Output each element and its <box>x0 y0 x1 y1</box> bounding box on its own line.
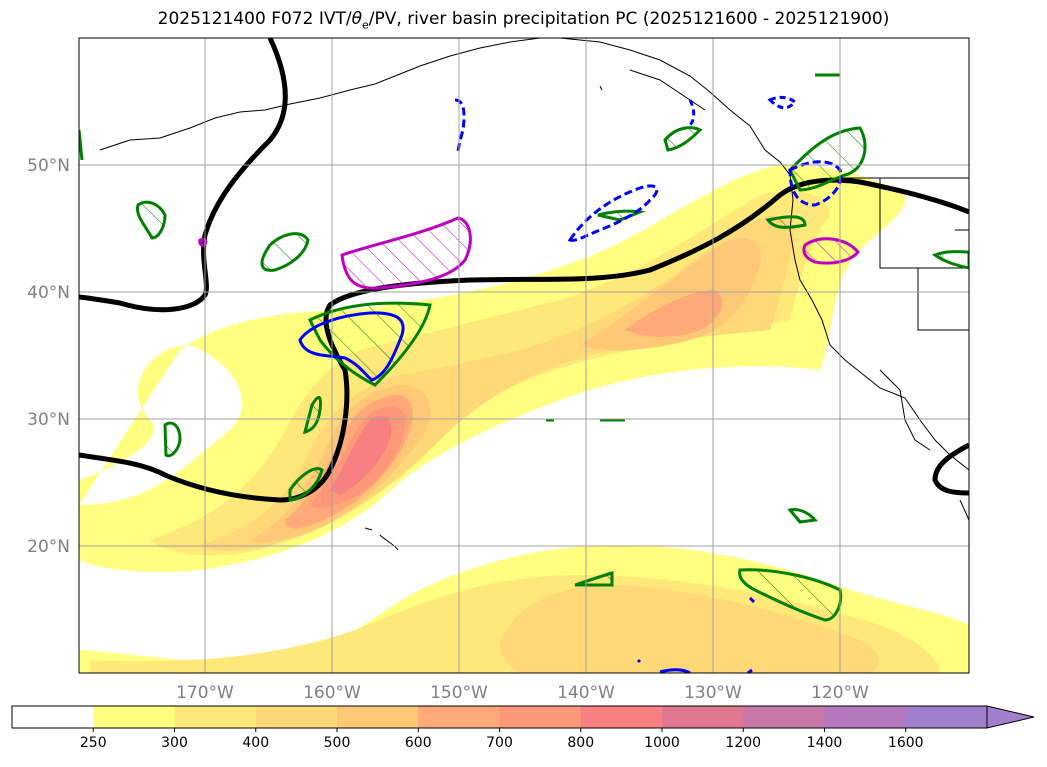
ivt-band-800 <box>330 416 392 495</box>
colorbar-swatch <box>662 706 744 728</box>
colorbar-tick-label: 700 <box>486 735 513 751</box>
lat-label-40: 40°N <box>27 283 70 303</box>
colorbar-tick-label: 1600 <box>888 735 924 751</box>
precip-magenta-contours <box>198 216 860 290</box>
title-prefix: 2025121400 F072 IVT/ <box>157 9 352 29</box>
colorbar-swatch <box>255 706 338 728</box>
colorbar-swatch <box>418 706 500 728</box>
colorbar-tick-label: 600 <box>405 735 432 751</box>
colorbar-swatch <box>337 706 419 728</box>
title-theta-sub: e <box>362 18 369 32</box>
lon-label-170w: 170°W <box>176 683 234 703</box>
lon-label-160w: 160°W <box>303 683 361 703</box>
colorbar-tick-label: 1400 <box>807 735 843 751</box>
ivt-band-400-south <box>499 585 879 673</box>
map-frame <box>78 37 970 674</box>
title-theta: θ <box>351 9 362 29</box>
lon-label-120w: 120°W <box>811 683 869 703</box>
colorbar: 250 300 400 500 600 700 800 1000 1200 1400 1600 <box>11 705 1035 751</box>
colorbar-tick-label: 1000 <box>644 735 680 751</box>
colorbar-swatch <box>499 706 582 728</box>
colorbar-swatch <box>905 706 988 728</box>
colorbar-tick-label: 800 <box>567 735 594 751</box>
map-gridlines <box>79 38 969 673</box>
lon-label-140w: 140°W <box>557 683 615 703</box>
lat-label-30: 30°N <box>27 410 70 430</box>
colorbar-tick-label: 1200 <box>725 735 761 751</box>
colorbar-tick-label: 250 <box>80 735 107 751</box>
map-title: 2025121400 F072 IVT/θe/PV, river basin p… <box>0 9 1047 31</box>
colorbar-tick-label: 500 <box>324 735 351 751</box>
colorbar-extend-arrow <box>986 705 1035 729</box>
lon-label-150w: 150°W <box>430 683 488 703</box>
colorbar-swatch <box>743 706 825 728</box>
colorbar-swatch <box>824 706 907 728</box>
colorbar-swatch <box>174 706 257 728</box>
precip-blue-contours <box>298 95 843 673</box>
precip-green-contours <box>79 73 969 622</box>
colorbar-tick-label: 300 <box>161 735 188 751</box>
colorbar-swatch <box>580 706 663 728</box>
lon-labels: 170°W 160°W 150°W 140°W 130°W 120°W <box>176 683 869 703</box>
lat-label-50: 50°N <box>27 156 70 176</box>
lat-labels: 50°N 40°N 30°N 20°N <box>27 156 70 557</box>
title-suffix: /PV, river basin precipitation PC (20251… <box>368 9 890 29</box>
lat-label-20: 20°N <box>27 537 70 557</box>
colorbar-swatch <box>12 706 94 728</box>
lon-label-130w: 130°W <box>684 683 742 703</box>
colorbar-tick-label: 400 <box>242 735 269 751</box>
colorbar-swatch <box>93 706 175 728</box>
